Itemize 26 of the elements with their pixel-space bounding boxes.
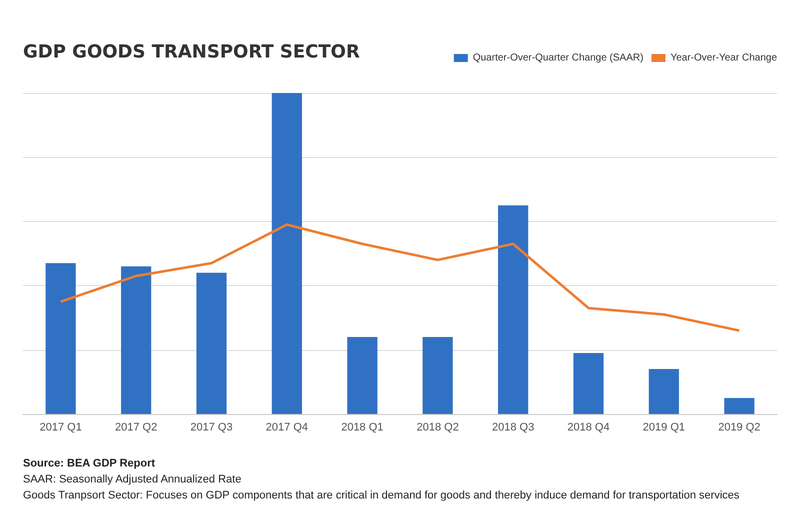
text: SAAR: Seasonally Adjusted Annualized Rate	[23, 474, 242, 486]
bar	[46, 263, 76, 414]
x-tick-label: 2017 Q2	[115, 422, 158, 434]
bar	[498, 205, 528, 414]
text: Goods Tranpsort Sector: Focuses on GDP components that are critical in demand for goods and thereby induce demand for transportation services	[23, 490, 740, 502]
bar	[724, 398, 754, 414]
bar	[648, 369, 679, 414]
bar	[196, 272, 227, 414]
x-tick-label: 2019 Q1	[642, 422, 685, 434]
bar	[422, 336, 453, 414]
legend-label: Quarter-Over-Quarter Change (SAAR)	[472, 52, 644, 64]
bar	[272, 93, 302, 414]
x-tick-label: 2018 Q1	[341, 422, 384, 434]
x-tick-label: 2017 Q4	[266, 422, 308, 434]
x-tick-label: 2017 Q1	[40, 422, 82, 434]
x-tick-label: 2018 Q2	[416, 422, 459, 434]
chart-title: GDP GOODS TRANSPORT SECTOR	[23, 42, 360, 62]
legend-label: Year-Over-Year Change	[670, 52, 778, 64]
x-tick-label: 2019 Q2	[718, 422, 760, 434]
source-note: Source: BEA GDP Report	[23, 458, 156, 470]
bar	[573, 353, 604, 414]
x-tick-label: 2018 Q3	[492, 422, 534, 434]
bar	[121, 266, 152, 414]
x-tick-label: 2017 Q3	[190, 422, 233, 434]
bar	[347, 336, 378, 414]
x-tick-label: 2018 Q4	[567, 422, 610, 434]
